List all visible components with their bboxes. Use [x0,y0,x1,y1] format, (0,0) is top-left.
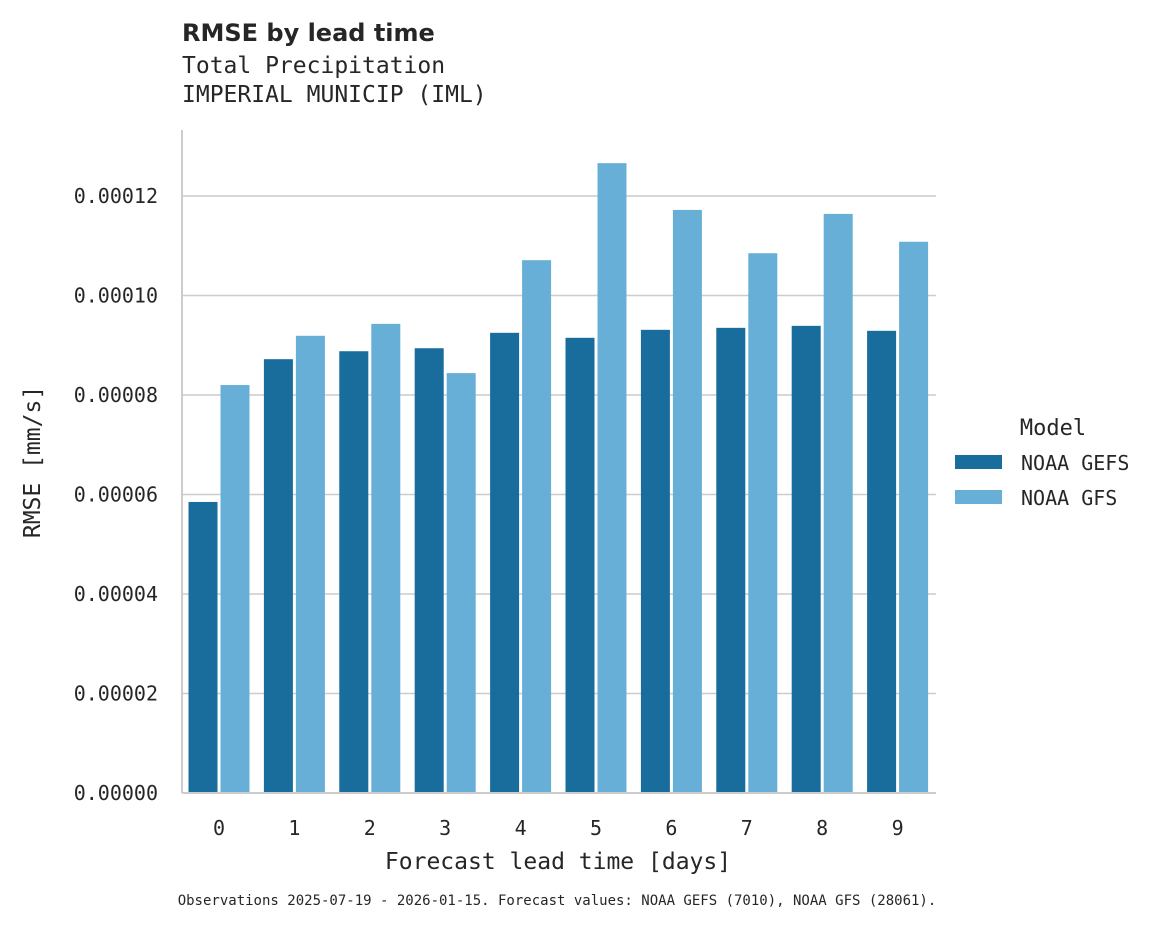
y-tick-label: 0.00006 [74,483,158,507]
legend-label-gfs: NOAA GFS [1021,486,1117,510]
legend-label-gefs: NOAA GEFS [1021,451,1129,475]
bar-noaa-gfs-6 [672,209,702,793]
x-tick-label: 3 [439,816,451,840]
bar-noaa-gfs-0 [220,385,250,793]
bar-noaa-gefs-2 [339,351,369,793]
y-tick-label: 0.00002 [74,682,158,706]
chart-subtitle-1: Total Precipitation [182,53,445,79]
x-tick-label: 9 [892,816,904,840]
x-tick-labels: 0 1 2 3 4 5 6 7 8 9 [213,816,904,840]
footnote: Observations 2025-07-19 - 2026-01-15. Fo… [178,893,937,909]
y-tick-label: 0.00008 [74,383,158,407]
legend-title: Model [1020,416,1086,441]
y-tick-label: 0.00012 [74,184,158,208]
x-axis-label: Forecast lead time [days] [385,849,731,875]
bar-noaa-gfs-3 [446,373,476,793]
y-tick-label: 0.00000 [74,781,158,805]
x-tick-label: 8 [816,816,828,840]
bar-noaa-gefs-6 [640,329,670,793]
x-tick-label: 5 [590,816,602,840]
x-tick-label: 1 [288,816,300,840]
bar-noaa-gfs-1 [295,335,325,793]
bar-noaa-gfs-4 [522,260,552,793]
y-axis-label: RMSE [mm/s] [20,386,46,538]
bar-noaa-gefs-4 [490,332,520,793]
bar-noaa-gefs-9 [867,330,897,793]
bar-noaa-gefs-8 [791,325,821,793]
y-tick-label: 0.00010 [74,284,158,308]
bar-noaa-gfs-9 [899,241,929,793]
bar-noaa-gefs-1 [263,359,293,793]
chart-title: RMSE by lead time [182,19,435,47]
bars [188,163,929,794]
x-tick-label: 0 [213,816,225,840]
bar-noaa-gefs-0 [188,501,218,793]
y-tick-label: 0.00004 [74,582,158,606]
y-tick-labels: 0.00000 0.00002 0.00004 0.00006 0.00008 0.000… [74,184,158,805]
legend-swatch-gefs [955,455,1002,469]
x-tick-label: 2 [364,816,376,840]
bar-noaa-gfs-7 [748,253,778,793]
chart-subtitle-2: IMPERIAL MUNICIP (IML) [182,82,487,108]
bar-noaa-gfs-8 [823,213,853,793]
x-tick-label: 7 [741,816,753,840]
bar-noaa-gefs-7 [716,327,746,793]
bar-noaa-gefs-5 [565,337,595,793]
bar-noaa-gefs-3 [414,348,444,793]
x-tick-label: 6 [665,816,677,840]
gridlines [182,195,936,695]
legend: Model NOAA GEFS NOAA GFS [955,416,1129,510]
bar-noaa-gfs-5 [597,163,627,794]
legend-swatch-gfs [955,490,1002,504]
x-tick-label: 4 [515,816,527,840]
bar-noaa-gfs-2 [371,323,401,793]
